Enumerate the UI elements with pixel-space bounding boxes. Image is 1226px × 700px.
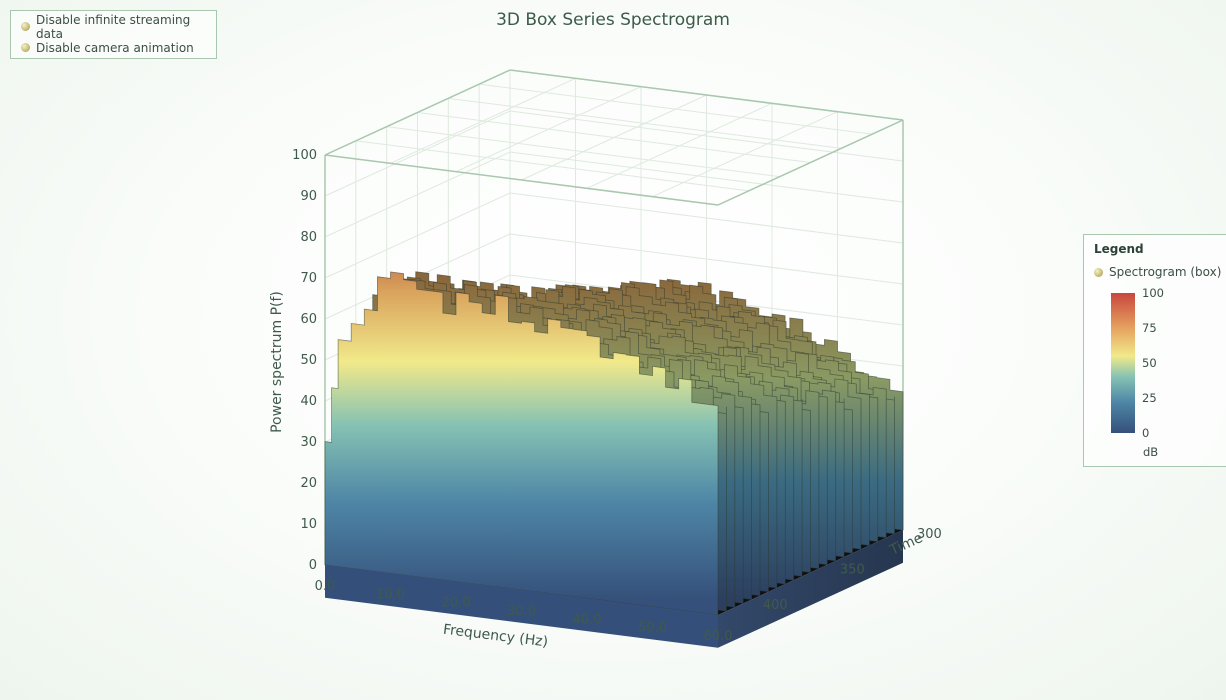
x-tick-label: 30.0 [507, 604, 536, 619]
y-tick-label: 60 [300, 312, 317, 327]
axis-frame-edge [324, 154, 719, 206]
gridline [479, 83, 873, 135]
colorbar-label-0: 0 [1142, 426, 1150, 440]
y-tick-label: 0 [309, 558, 317, 573]
y-tick-label: 40 [300, 394, 317, 409]
x-tick-label: 0.0 [315, 579, 336, 594]
surface-side-face [718, 530, 903, 648]
radio-dot-icon [21, 22, 30, 31]
legend-dot-icon [1094, 267, 1103, 277]
colorbar [1111, 293, 1135, 433]
gridline [417, 112, 811, 163]
axis-frame-edge [509, 69, 904, 121]
x-tick-label: 10.0 [376, 587, 405, 602]
axis-frame-edge [717, 119, 904, 206]
axis-frame-edge [324, 69, 511, 156]
x-tick-label: 50.0 [638, 621, 667, 636]
y-tick-label: 70 [300, 271, 317, 286]
y-axis-title: Power spectrum P(f) [269, 291, 285, 433]
z-tick-label: 350 [840, 562, 865, 577]
toggle-label: Disable infinite streaming data [36, 12, 191, 41]
colorbar-unit: dB [1143, 445, 1159, 459]
colorbar-label-75: 75 [1142, 321, 1157, 335]
toggle-label: Disable camera animation [36, 40, 194, 55]
colorbar-label-50: 50 [1142, 356, 1157, 370]
spectrogram-slice [324, 271, 719, 616]
x-tick-label: 40.0 [573, 612, 602, 627]
x-tick-label: 20.0 [442, 596, 471, 611]
x-tick-label: 60.0 [704, 629, 733, 644]
y-tick-label: 30 [300, 435, 317, 450]
chart-title: 3D Box Series Spectrogram [496, 10, 730, 30]
radio-dot-icon [21, 43, 30, 52]
legend-panel: Legend Spectrogram (box) 100 75 50 25 0 … [1083, 234, 1226, 467]
toggle-infinite-streaming[interactable]: Disable infinite streaming data [21, 13, 216, 41]
legend-title: Legend [1094, 242, 1144, 256]
x-axis-title: Frequency (Hz) [442, 622, 549, 651]
colorbar-label-25: 25 [1142, 391, 1157, 405]
gridline [386, 126, 780, 178]
y-tick-label: 90 [300, 189, 317, 204]
gridline [448, 97, 842, 149]
toggle-camera-animation[interactable]: Disable camera animation [21, 37, 216, 58]
legend-entry-spectrogram[interactable]: Spectrogram (box) [1094, 265, 1221, 279]
y-tick-label: 50 [300, 353, 317, 368]
y-tick-label: 100 [292, 148, 317, 163]
y-tick-label: 10 [300, 517, 317, 532]
spectrogram-surface [324, 271, 904, 648]
z-tick-label: 400 [763, 598, 788, 613]
legend-entry-label: Spectrogram (box) [1109, 265, 1222, 279]
colorbar-label-100: 100 [1142, 286, 1164, 300]
surface-base [325, 565, 718, 648]
gridline [355, 140, 749, 192]
options-panel: Disable infinite streaming data Disable … [10, 10, 217, 59]
z-tick-label: 300 [917, 527, 942, 542]
y-tick-label: 80 [300, 230, 317, 245]
y-tick-label: 20 [300, 476, 317, 491]
